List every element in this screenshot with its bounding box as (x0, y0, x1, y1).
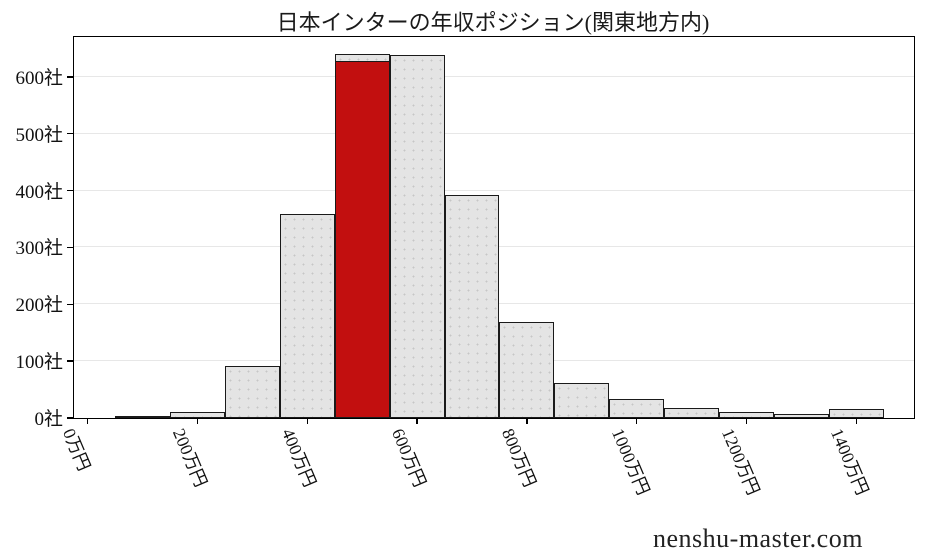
x-tick-600 (416, 418, 418, 424)
plot-area (67, 36, 915, 424)
histogram-bar-1100万円 (664, 408, 720, 418)
y-tick-300 (67, 246, 73, 249)
y-tick-label-400: 400社 (15, 181, 63, 203)
y-tick-label-0: 0社 (34, 409, 63, 430)
x-tick-label-1400: 1400万円 (827, 425, 873, 498)
histogram-bar-900万円 (554, 382, 610, 418)
x-tick-200 (196, 418, 199, 424)
histogram-bar-200万円 (170, 412, 225, 418)
y-tick-label-500: 500社 (15, 124, 63, 146)
histogram-bar-400万円 (279, 213, 335, 418)
histogram-bar-1300万円 (774, 414, 829, 418)
x-tick-1200 (745, 418, 748, 424)
histogram-bar-1200万円 (719, 412, 774, 418)
y-tick-600 (67, 76, 73, 78)
x-tick-label-600: 600万円 (388, 425, 431, 490)
y-tick-label-200: 200社 (15, 295, 63, 317)
chart-title: 日本インターの年収ポジション(関東地方内) (276, 10, 710, 35)
x-tick-1000 (636, 418, 638, 424)
y-tick-200 (67, 303, 73, 305)
x-tick-label-1000: 1000万円 (607, 425, 654, 498)
x-tick-400 (306, 418, 309, 424)
gridline-500 (74, 132, 914, 134)
histogram-bar-800万円 (499, 322, 555, 418)
y-tick-0 (67, 417, 73, 419)
histogram-bar-1000万円 (609, 398, 665, 418)
x-tick-label-0: 0万円 (58, 425, 95, 474)
y-tick-100 (67, 360, 73, 362)
y-tick-label-100: 100社 (15, 352, 63, 374)
x-tick-0 (87, 418, 89, 424)
x-tick-label-400: 400万円 (278, 425, 321, 490)
histogram-bar-1400万円 (828, 408, 884, 418)
histogram-bar-100万円 (115, 416, 171, 418)
histogram-bar-600万円 (389, 55, 445, 418)
y-tick-label-600: 600社 (15, 67, 63, 89)
highlight-bar-500万円 (334, 61, 390, 418)
x-tick-label-1200: 1200万円 (717, 425, 764, 498)
histogram-bar-700万円 (444, 195, 500, 418)
x-tick-label-800: 800万円 (497, 425, 541, 490)
x-tick-800 (526, 418, 528, 424)
gridline-600 (74, 75, 914, 77)
y-tick-500 (67, 132, 73, 135)
gridline-400 (74, 189, 914, 191)
histogram-bar-300万円 (224, 366, 280, 418)
x-tick-label-200: 200万円 (168, 425, 211, 490)
x-tick-1400 (855, 418, 858, 424)
y-tick-400 (67, 189, 73, 192)
y-tick-label-300: 300社 (15, 238, 63, 260)
watermark: nenshu-master.com (653, 524, 863, 553)
